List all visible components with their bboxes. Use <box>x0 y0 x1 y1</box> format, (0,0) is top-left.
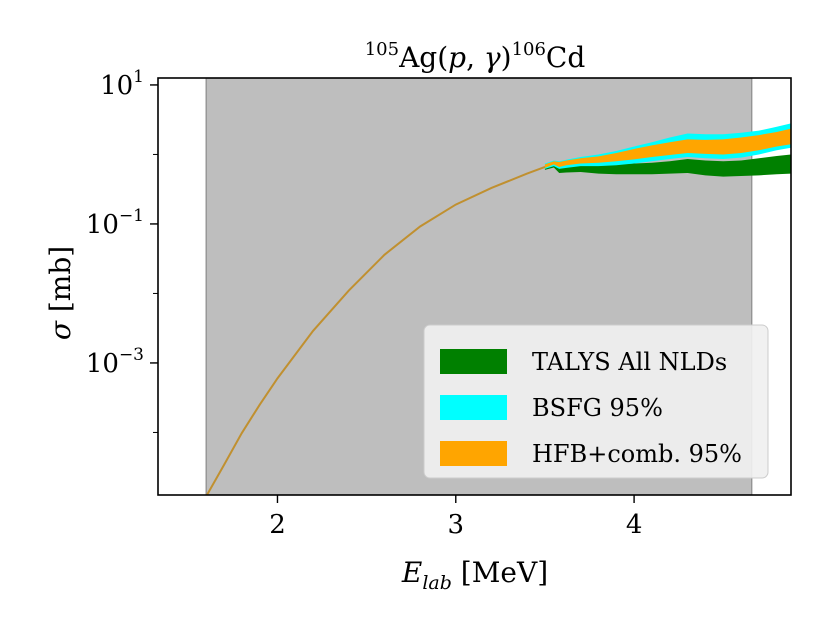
title-comma: , <box>466 41 484 74</box>
band-3 <box>544 128 791 168</box>
legend-label: BSFG 95% <box>532 394 663 422</box>
x-axis-title: Elab [MeV] <box>401 556 548 594</box>
title-sup-1: 105 <box>365 39 399 60</box>
x-axis: 2 3 4 <box>269 495 642 540</box>
title-sup-2: 106 <box>512 39 546 60</box>
y-axis-title: σ [mb] <box>44 246 77 340</box>
low-energy-curve <box>205 166 546 495</box>
legend-swatch <box>440 349 507 374</box>
title-ag: Ag( <box>398 41 448 74</box>
legend-box <box>423 324 769 479</box>
x-axis-sub: lab <box>422 572 452 594</box>
y-tick-label: 101 <box>100 67 144 101</box>
band-1 <box>544 154 791 177</box>
title-gamma: γ <box>484 41 501 74</box>
legend-swatch <box>440 395 507 420</box>
legend-swatch <box>440 441 507 466</box>
x-tick-label: 2 <box>269 510 286 540</box>
y-axis-var: σ <box>44 320 77 340</box>
x-tick-label: 4 <box>626 510 643 540</box>
x-tick-label: 3 <box>448 510 465 540</box>
title-cd: Cd <box>546 41 585 74</box>
legend-label: HFB+comb. 95% <box>532 440 742 468</box>
y-tick-label: 10−3 <box>86 345 144 379</box>
chart-title: 105Ag(p, γ)106Cd <box>365 39 586 74</box>
plot-frame <box>157 77 792 496</box>
x-axis-unit: [MeV] <box>452 556 548 589</box>
legend: TALYS All NLDs BSFG 95% HFB+comb. 95% <box>423 324 769 479</box>
title-close: ) <box>501 41 512 74</box>
x-axis-var: E <box>401 556 422 589</box>
title-p: p <box>448 41 466 74</box>
y-axis: 101 10−1 10−3 <box>86 67 158 433</box>
y-tick-label: 10−1 <box>86 206 144 240</box>
y-axis-unit: [mb] <box>44 246 77 321</box>
legend-label: TALYS All NLDs <box>532 348 727 376</box>
